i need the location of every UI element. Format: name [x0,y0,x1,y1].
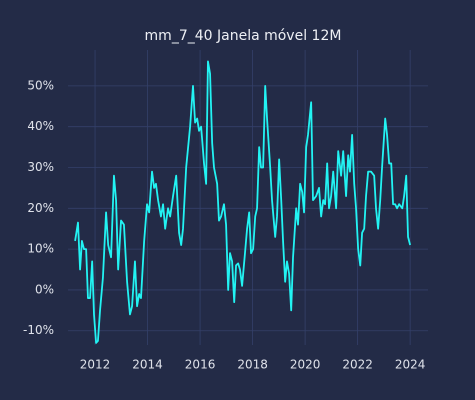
x-tick-label: 2024 [395,358,426,372]
y-tick-label: 20% [27,201,54,215]
chart-title: mm_7_40 Janela móvel 12M [145,28,342,44]
y-tick-label: 0% [35,282,54,296]
x-tick-label: 2020 [290,358,321,372]
y-tick-label: -10% [23,323,54,337]
data-line [74,60,412,344]
x-tick-label: 2016 [185,358,216,372]
x-tick-label: 2012 [80,358,111,372]
y-tick-label: 30% [27,160,54,174]
y-tick-label: 10% [27,242,54,256]
x-tick-label: 2022 [342,358,373,372]
y-tick-label: 50% [27,78,54,92]
y-tick-label: 40% [27,119,54,133]
x-tick-label: 2018 [237,358,268,372]
x-tick-label: 2014 [132,358,163,372]
